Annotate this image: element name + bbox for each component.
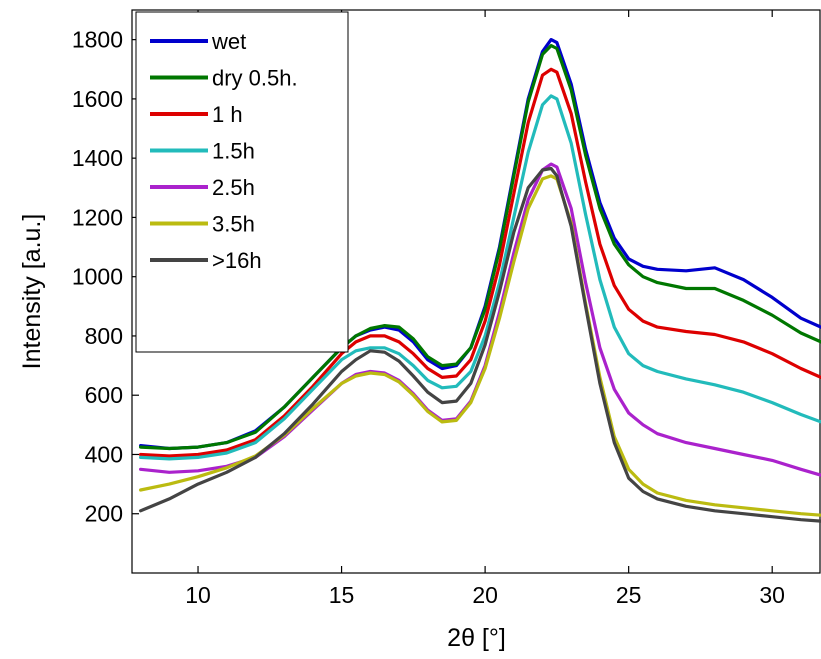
series-line-1	[139, 43, 821, 451]
y-tick-label: 1000	[72, 264, 123, 290]
x-tick-label: 25	[616, 582, 642, 608]
y-tick-label: 800	[85, 323, 123, 349]
y-tick-label: 1200	[72, 204, 123, 230]
x-tick-label: 30	[759, 582, 785, 608]
y-tick-label: 400	[85, 441, 123, 467]
legend-label-0: wet	[211, 29, 246, 54]
x-tick-label: 20	[472, 582, 498, 608]
legend-label-4: 2.5h	[212, 175, 255, 200]
legend-box	[135, 11, 349, 353]
x-axis-label: 2θ [°]	[447, 624, 506, 652]
series-line-2	[139, 67, 821, 458]
legend-label-6: >16h	[212, 248, 262, 273]
y-tick-label: 1400	[72, 145, 123, 171]
y-axis-label: Intensity [a.u.]	[18, 214, 46, 370]
legend-label-1: dry 0.5h.	[212, 66, 298, 91]
series-line-6	[139, 166, 821, 523]
x-tick-label: 10	[185, 582, 211, 608]
y-tick-label: 200	[85, 501, 123, 527]
plot-area: 10 15 20 25 30 200 400 600 800 1000 1200 1400 1600 1…	[72, 9, 821, 608]
series-line-5	[139, 174, 821, 517]
plot-frame	[131, 9, 821, 574]
y-axis: 200 400 600 800 1000 1200 1400 1600 1800	[72, 27, 139, 527]
y-tick-label: 1600	[72, 86, 123, 112]
legend-label-2: 1 h	[212, 102, 243, 127]
legend-label-3: 1.5h	[212, 139, 255, 164]
legend-items: wet dry 0.5h. 1 h 1.5h 2.5h 3.5h >16h	[150, 29, 298, 273]
y-tick-label: 600	[85, 382, 123, 408]
series-line-3	[139, 94, 821, 461]
y-tick-label: 1800	[72, 27, 123, 53]
legend-label-5: 3.5h	[212, 212, 255, 237]
x-tick-label: 15	[329, 582, 355, 608]
legend: wet dry 0.5h. 1 h 1.5h 2.5h 3.5h >16h	[135, 11, 349, 353]
series-layer	[139, 37, 821, 523]
x-axis: 10 15 20 25 30	[185, 10, 785, 608]
